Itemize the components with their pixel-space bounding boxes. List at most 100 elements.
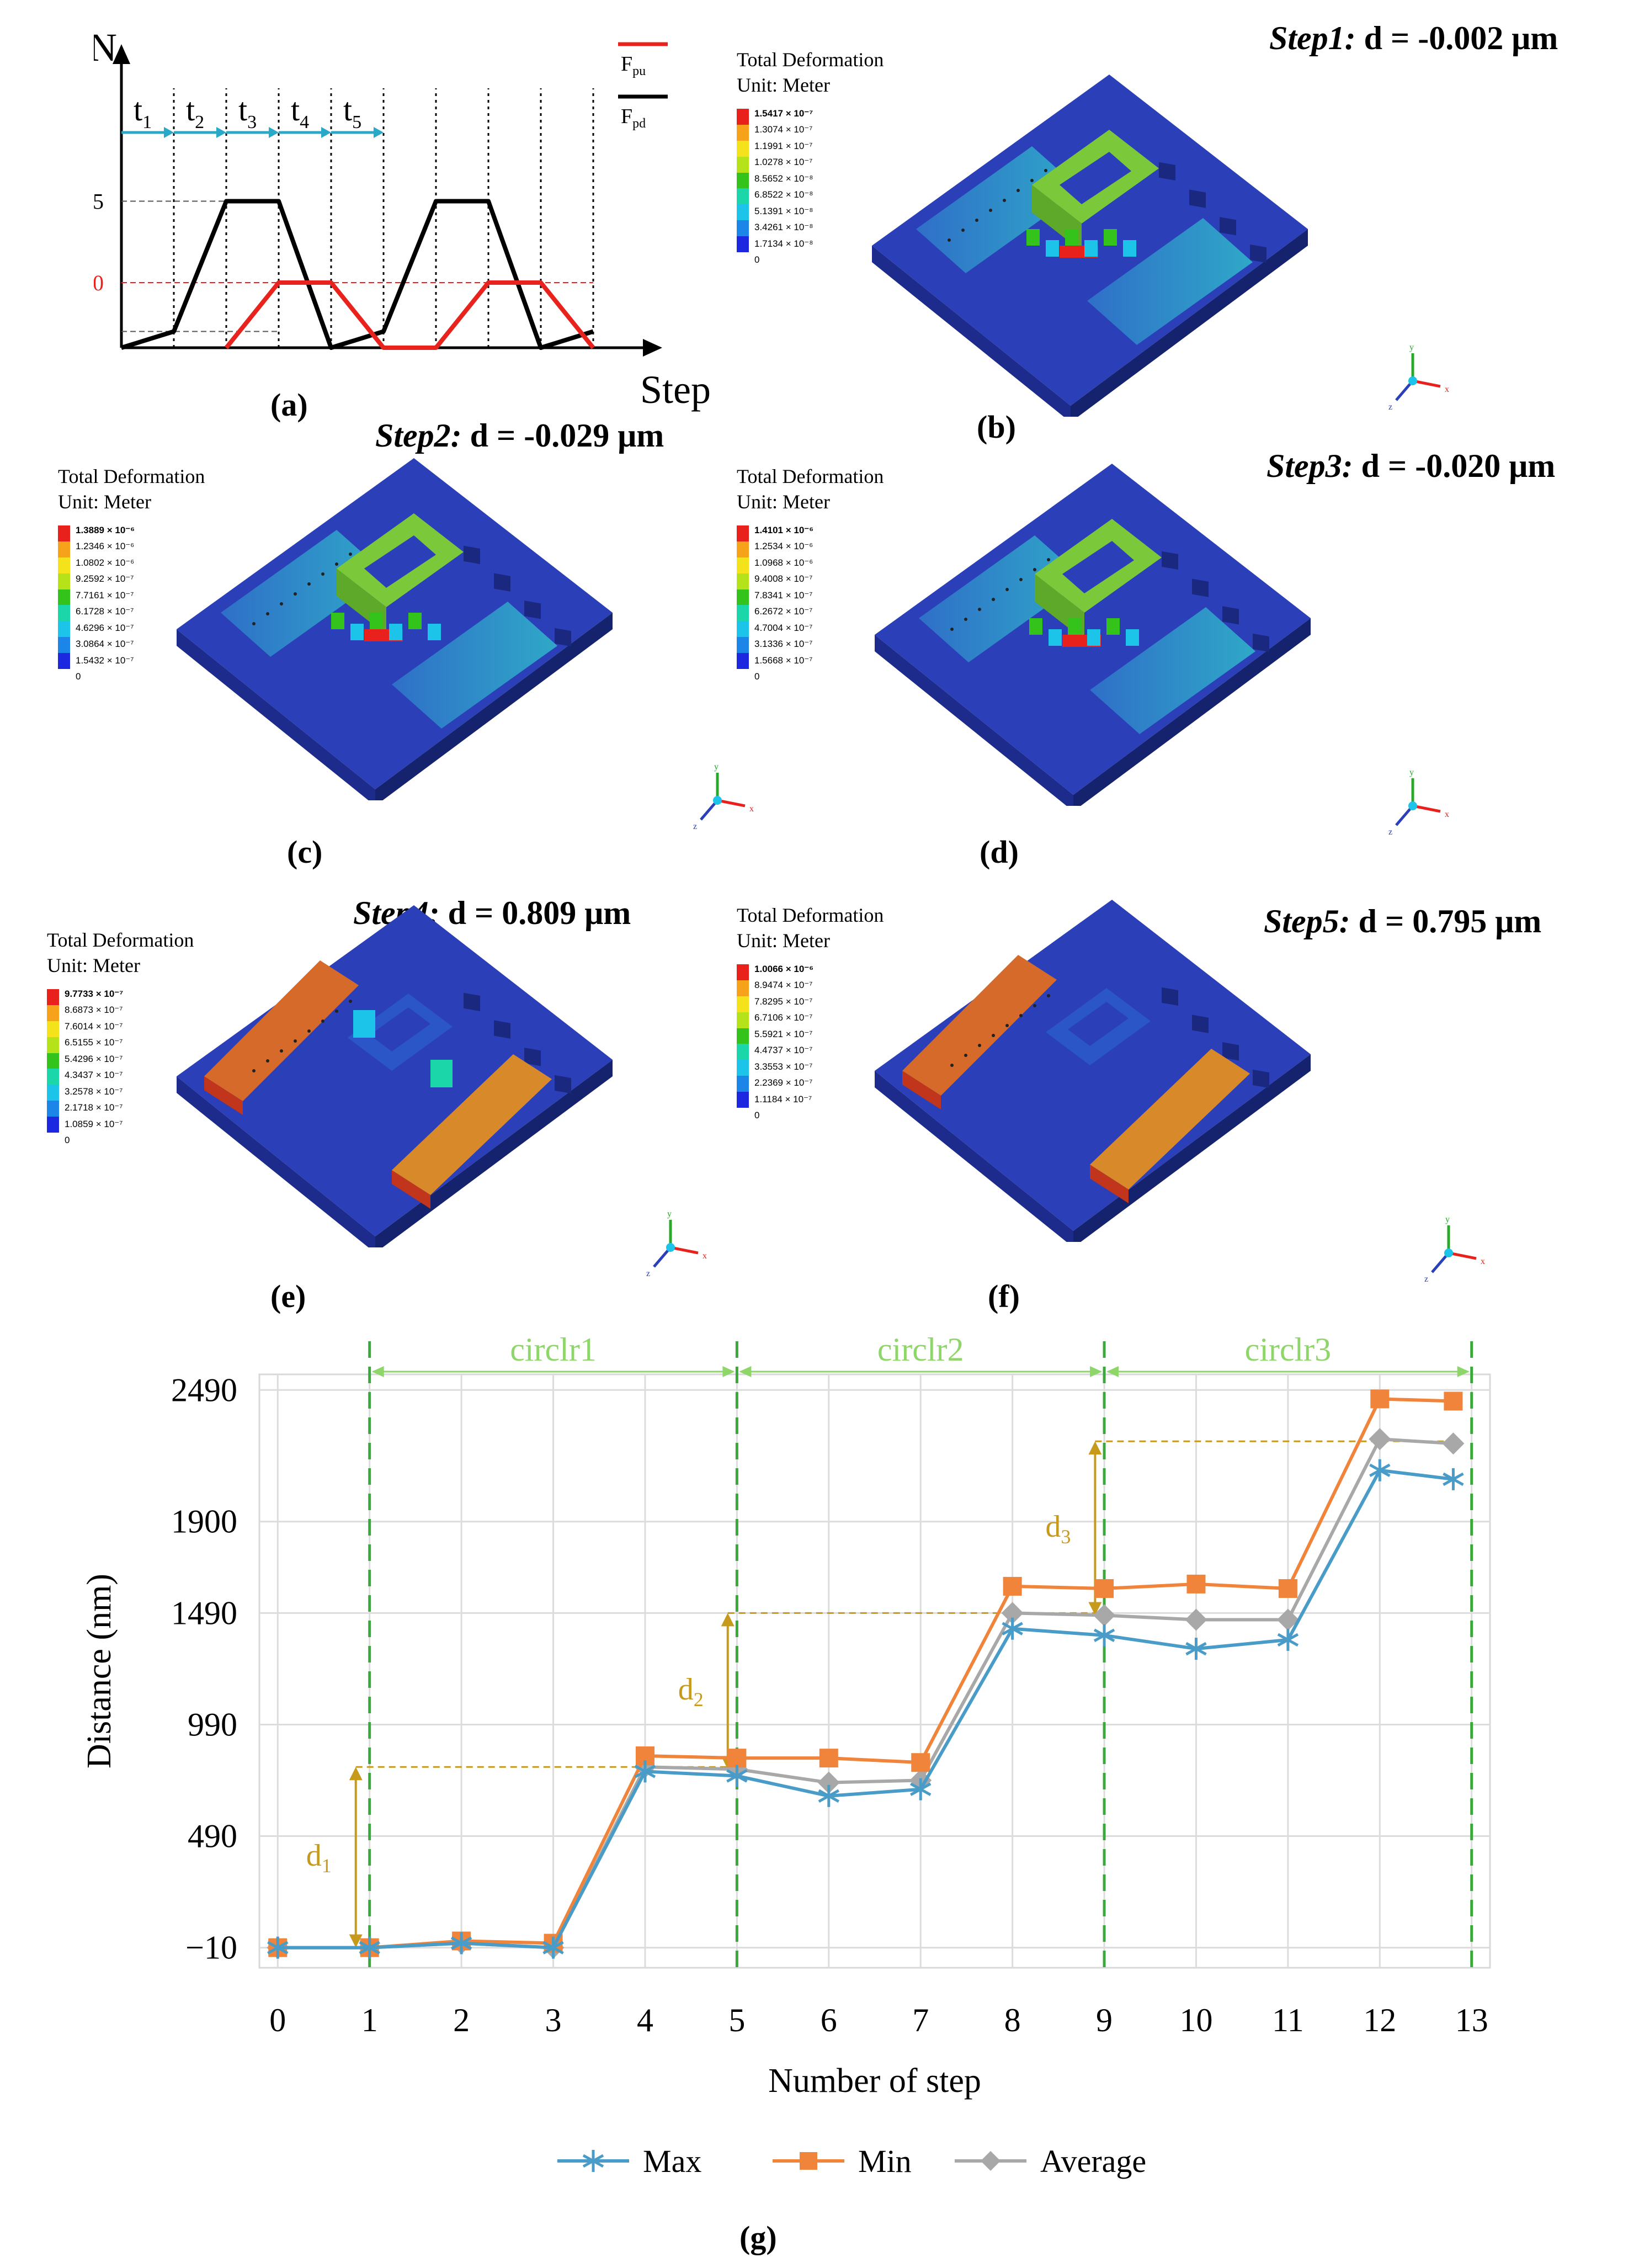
rail-hole [978, 608, 981, 611]
base-plate-side-right [375, 1060, 613, 1247]
axis-y-label: y [1445, 1215, 1450, 1224]
fea-model-c [177, 458, 613, 800]
colorbar-label: 6.7106 × 10⁻⁷ [754, 1012, 813, 1023]
colorbar-swatch [47, 1021, 59, 1037]
panel-a-chart: NStep45205t1t2t3t4t5FpuFpd [94, 25, 711, 412]
pg-marker-max [450, 1932, 472, 1954]
plate-notch [524, 1048, 541, 1066]
plate-notch [1253, 633, 1269, 652]
pg-marker-max [726, 1765, 748, 1787]
legend-title-d: Total Deformation [737, 465, 884, 487]
pg-legend-marker [582, 2154, 604, 2168]
caption-g: (g) [739, 2219, 777, 2255]
pa-series-fpd [120, 199, 594, 350]
pg-xtick-label: 8 [1004, 2002, 1021, 2038]
colorbar-e [47, 989, 59, 1133]
pa-time-arrowhead [164, 127, 174, 138]
colorbar-swatch [737, 525, 749, 541]
pa-legend-label: Fpu [621, 52, 646, 78]
title-value-e: d = 0.809 μm [439, 895, 631, 931]
colorbar-d [737, 525, 749, 670]
colorbar-label: 3.4261 × 10⁻⁸ [754, 222, 813, 233]
colorbar-label: 8.6873 × 10⁻⁷ [65, 1005, 123, 1016]
colorbar-label: 6.5155 × 10⁻⁷ [65, 1037, 123, 1048]
colorbar-label: 5.5921 × 10⁻⁷ [754, 1028, 813, 1039]
rail-hole [948, 238, 951, 242]
rail-right [1090, 1049, 1250, 1189]
pg-marker-min [727, 1749, 747, 1768]
colorbar-label: 1.5668 × 10⁻⁷ [754, 655, 813, 666]
pg-xtick-label: 3 [545, 2002, 562, 2038]
colorbar-label: 1.5417 × 10⁻⁷ [754, 108, 813, 119]
colorbar-swatch [737, 605, 749, 622]
axis-x-label: x [1445, 810, 1449, 819]
pg-marker-max [1443, 1468, 1464, 1490]
axis-triad-b: x y z [1388, 343, 1449, 412]
rail-hole [950, 1064, 954, 1067]
colorbar-swatch [47, 1053, 59, 1069]
colorbar-swatch [58, 605, 70, 622]
rail-hole [975, 219, 978, 222]
pa-time-label: t5 [343, 92, 361, 132]
colorbar-swatch [58, 589, 70, 605]
colorbar-label: 0 [76, 671, 81, 682]
plate-notch [555, 628, 571, 647]
colorbar-label: 1.2346 × 10⁻⁶ [76, 541, 135, 552]
colorbar-swatch [737, 557, 749, 573]
stage-frame-hole [1062, 541, 1134, 593]
colorbar-label: 1.4101 × 10⁻⁶ [754, 525, 814, 535]
base-plate-side-left [872, 246, 1071, 417]
rail-hole [280, 1049, 283, 1053]
colorbar-label: 1.0066 × 10⁻⁶ [754, 964, 814, 974]
axis-x [1448, 1251, 1477, 1260]
pg-marker-min [819, 1749, 838, 1768]
rail-left-side [902, 1071, 941, 1109]
pg-marker-max [634, 1760, 656, 1783]
colorbar-label: 4.3437 × 10⁻⁷ [65, 1070, 123, 1081]
pa-time-label: t2 [186, 92, 204, 132]
pg-marker-average [1276, 1608, 1299, 1631]
pg-legend-marker [800, 2152, 817, 2170]
legend-unit-f: Unit: Meter [737, 929, 830, 952]
rail-left [221, 530, 386, 657]
colorbar-swatch [737, 236, 749, 253]
plate-notch [1250, 244, 1266, 263]
rail-hole [321, 1019, 324, 1023]
colorbar-f [737, 964, 749, 1108]
title-value-d: d = -0.020 μm [1353, 448, 1556, 484]
plate-notch [1192, 1015, 1209, 1033]
colorbar-swatch [58, 525, 70, 541]
pg-marker-min [1186, 1574, 1206, 1594]
axis-x [1412, 379, 1441, 388]
flexure-block [1026, 229, 1040, 246]
rail-left [902, 955, 1057, 1096]
colorbar-swatch [737, 1092, 749, 1108]
rail-hole [1003, 199, 1006, 202]
title-step-f: Step5: [1264, 903, 1350, 939]
rail-right-side [1090, 1165, 1129, 1203]
colorbar-swatch [737, 1012, 749, 1028]
axis-z-label: z [693, 822, 697, 831]
rail-hole [252, 1069, 256, 1072]
axis-origin [1444, 1249, 1453, 1257]
flexure-block [331, 613, 344, 629]
axis-y-label: y [714, 762, 719, 772]
colorbar-legend-b: Total Deformation Unit: Meter 1.5417 × 10⁻… [737, 47, 884, 264]
colorbar-swatch [737, 124, 749, 141]
pg-xtick-label: 9 [1096, 2002, 1113, 2038]
colorbar-swatch [737, 188, 749, 205]
colorbar-swatch [737, 1076, 749, 1092]
colorbar-swatch [737, 140, 749, 157]
colorbar-label: 3.3553 × 10⁻⁷ [754, 1061, 813, 1072]
colorbar-label: 1.1184 × 10⁻⁷ [754, 1093, 812, 1104]
flexure-block [1106, 618, 1120, 635]
title-step-c: Step2: [375, 417, 462, 454]
pg-xtick-label: 12 [1363, 2002, 1396, 2038]
rail-left [204, 960, 359, 1101]
plate-notch [524, 601, 541, 619]
plate-notch [1162, 987, 1178, 1006]
flexure-block [1126, 629, 1139, 646]
flexure-block [408, 613, 422, 629]
pg-cycle-arrow-left [371, 1366, 384, 1377]
colorbar-label: 9.4008 × 10⁻⁷ [754, 573, 813, 585]
